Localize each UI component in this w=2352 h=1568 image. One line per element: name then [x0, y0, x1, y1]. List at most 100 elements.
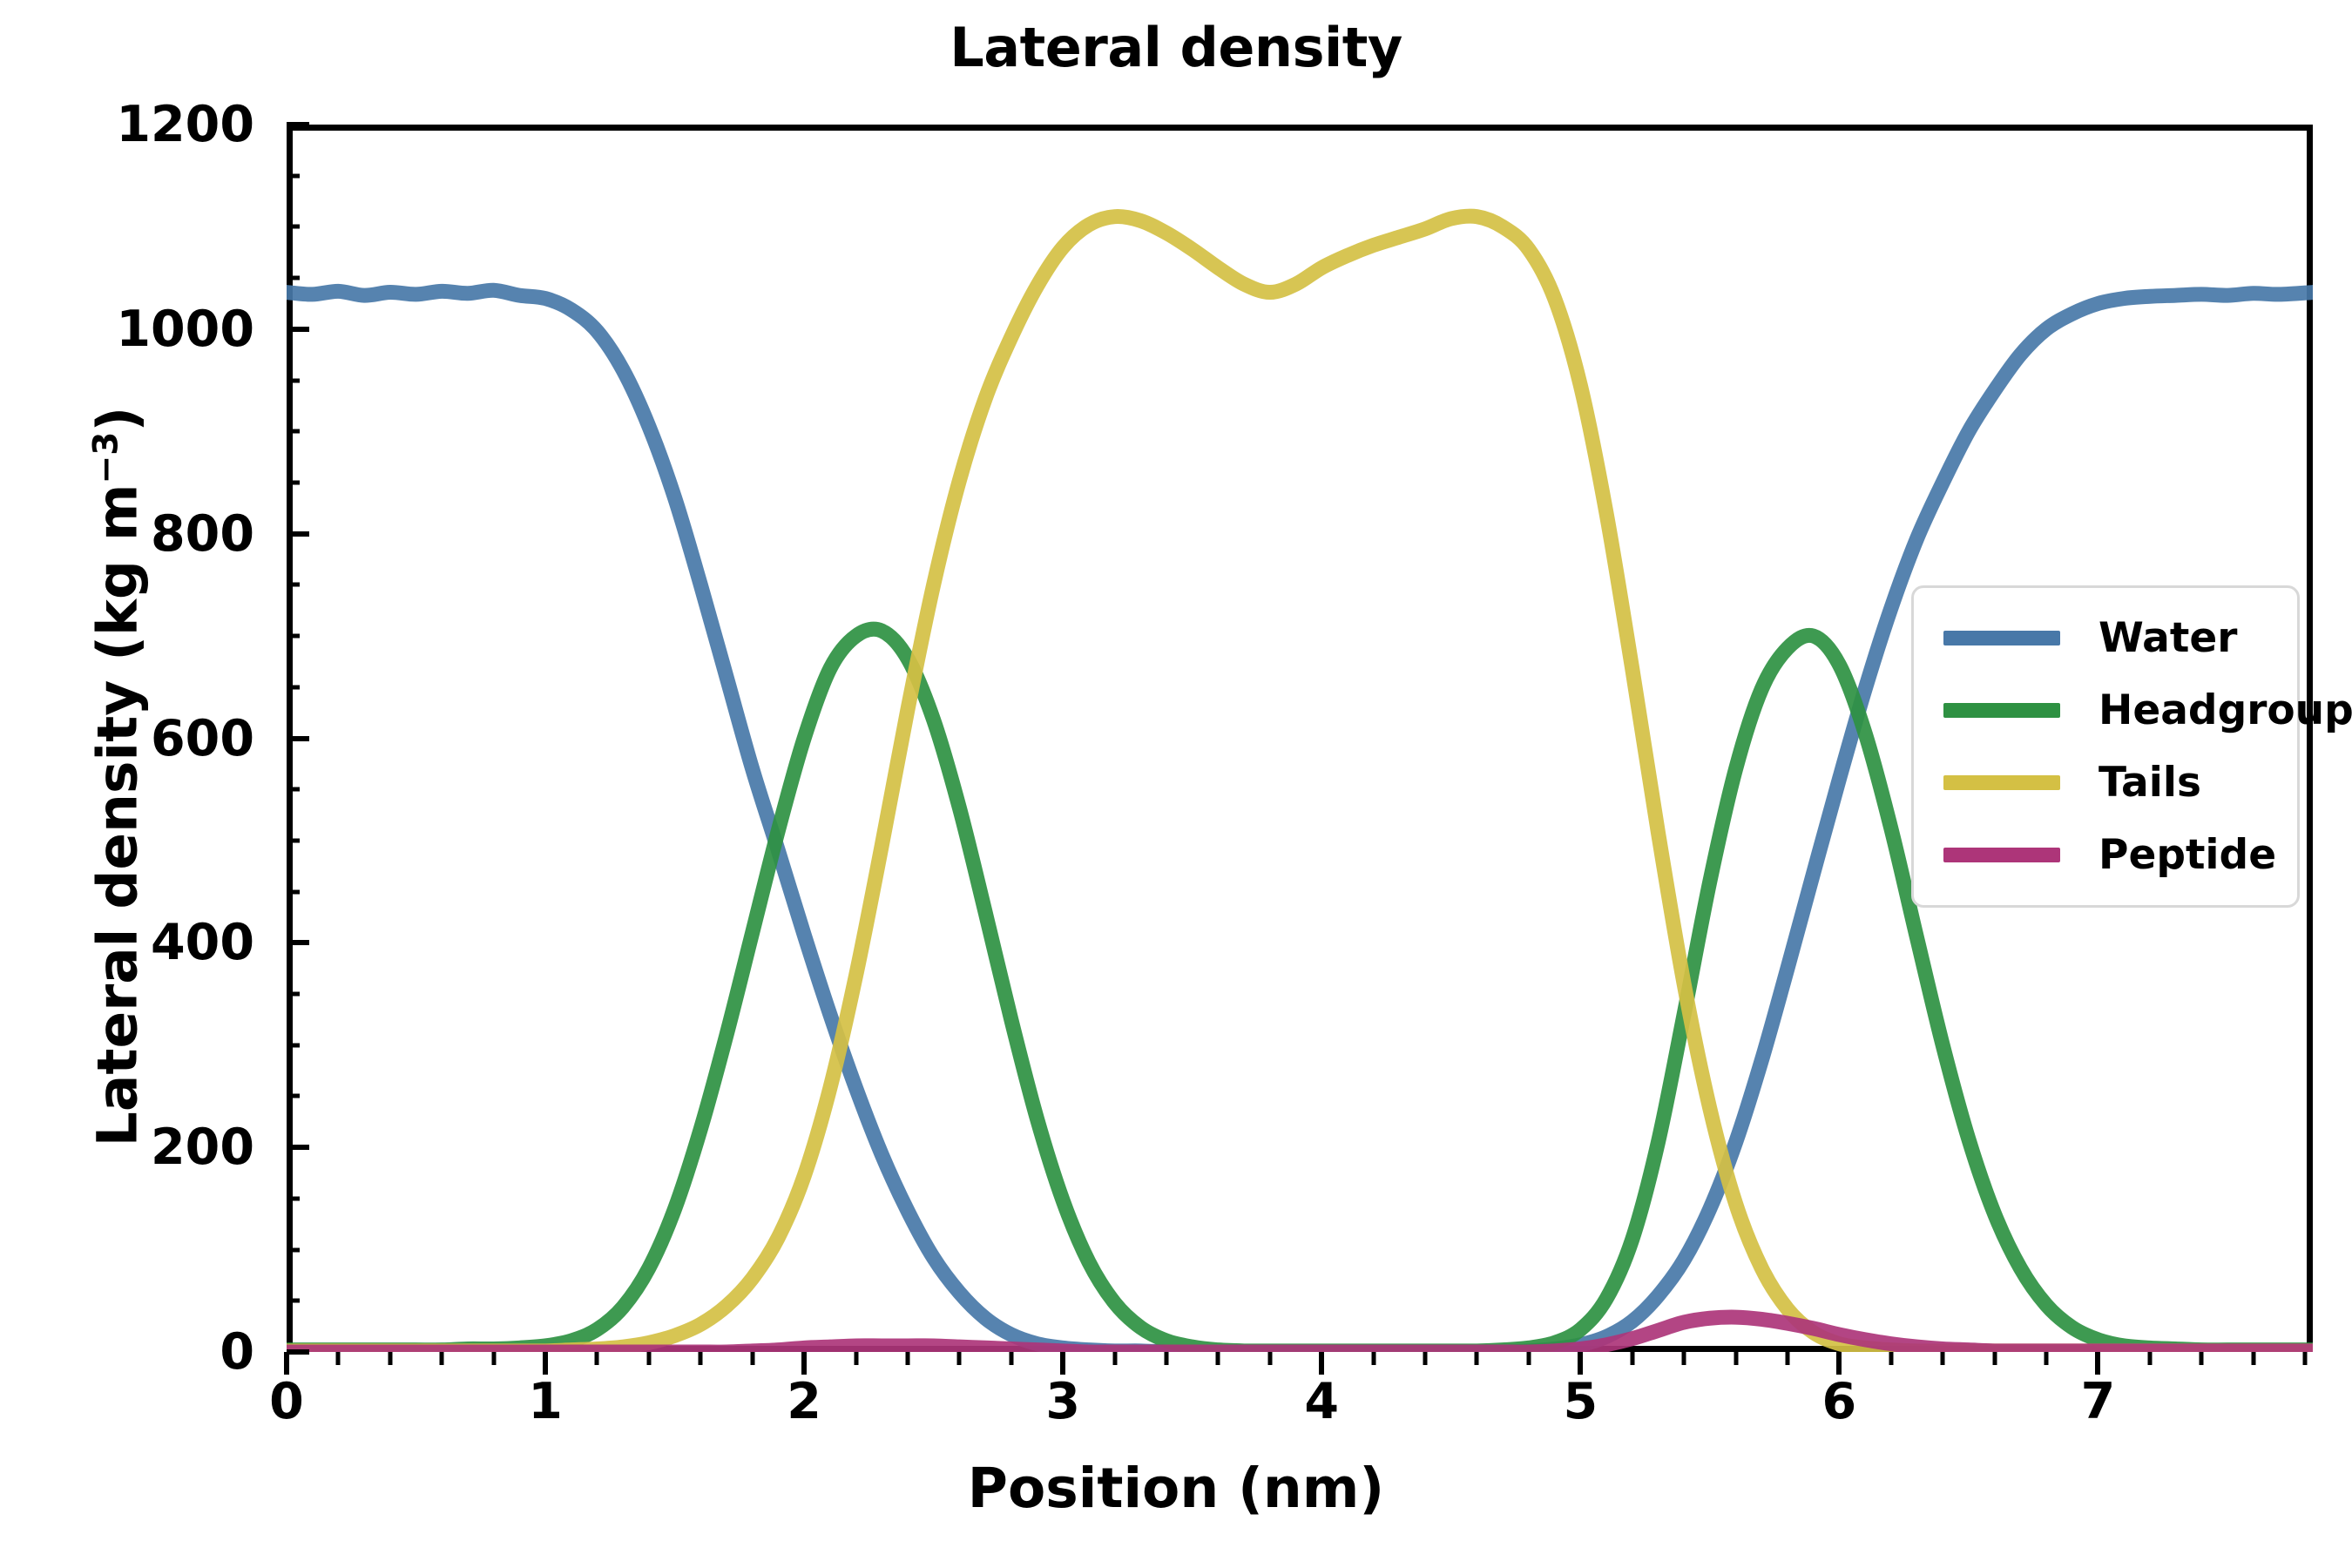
y-tick-major [287, 122, 309, 127]
x-tick-major [1319, 1352, 1325, 1375]
y-tick-minor [287, 991, 300, 997]
x-tick-label: 3 [1045, 1373, 1081, 1430]
legend-item-water[interactable]: Water [1914, 602, 2297, 674]
y-tick-minor [287, 582, 300, 587]
x-tick-minor [388, 1352, 393, 1365]
y-tick-major [287, 531, 309, 537]
x-tick-minor [1889, 1352, 1894, 1365]
y-axis-title-exponent: −3 [86, 431, 126, 484]
x-tick-minor [1215, 1352, 1220, 1365]
y-tick-minor [287, 1093, 300, 1098]
y-tick-minor [287, 429, 300, 434]
x-tick-minor [1785, 1352, 1790, 1365]
y-tick-minor [287, 889, 300, 895]
y-axis-title: Lateral density (kg m−3) [86, 167, 150, 1387]
y-tick-label: 1000 [116, 300, 254, 358]
y-tick-minor [287, 1043, 300, 1048]
y-tick-major [287, 1145, 309, 1151]
legend-label-peptide: Peptide [2099, 831, 2277, 879]
x-tick-minor [1526, 1352, 1531, 1365]
y-tick-major [287, 940, 309, 946]
x-tick-minor [854, 1352, 859, 1365]
legend-label-headgroups: Headgroups [2099, 686, 2352, 734]
x-tick-label: 4 [1304, 1373, 1340, 1430]
x-tick-minor [1992, 1352, 1997, 1365]
x-tick-minor [1009, 1352, 1014, 1365]
y-tick-label: 800 [151, 504, 254, 563]
x-tick-major [2095, 1352, 2101, 1375]
y-tick-minor [287, 378, 300, 383]
y-tick-minor [287, 838, 300, 843]
x-tick-minor [2302, 1352, 2308, 1365]
legend-swatch-peptide [1943, 848, 2060, 862]
y-tick-major [287, 1349, 309, 1355]
x-tick-major [1060, 1352, 1066, 1375]
y-tick-minor [287, 633, 300, 639]
x-tick-minor [1474, 1352, 1479, 1365]
x-tick-major [284, 1352, 289, 1375]
y-tick-minor [287, 224, 300, 229]
x-tick-minor [905, 1352, 910, 1365]
x-tick-minor [646, 1352, 652, 1365]
x-tick-minor [335, 1352, 341, 1365]
legend-item-peptide[interactable]: Peptide [1914, 819, 2297, 891]
x-tick-minor [750, 1352, 755, 1365]
x-tick-minor [1940, 1352, 1945, 1365]
x-tick-minor [1734, 1352, 1739, 1365]
y-tick-minor [287, 173, 300, 179]
x-axis-title: Position (nm) [967, 1456, 1385, 1520]
x-tick-minor [1112, 1352, 1118, 1365]
x-tick-minor [439, 1352, 444, 1365]
x-tick-major [543, 1352, 549, 1375]
x-tick-minor [491, 1352, 497, 1365]
x-tick-minor [698, 1352, 703, 1365]
legend-swatch-headgroups [1943, 703, 2060, 718]
x-tick-minor [1267, 1352, 1273, 1365]
x-tick-major [1578, 1352, 1584, 1375]
y-tick-label: 1200 [116, 96, 254, 153]
x-tick-label: 5 [1563, 1373, 1598, 1430]
y-tick-minor [287, 685, 300, 690]
y-axis-title-main: Lateral density (kg m [85, 483, 150, 1147]
plot-area [287, 208, 2313, 1352]
y-tick-minor [287, 1196, 300, 1201]
x-tick-minor [1681, 1352, 1686, 1365]
x-tick-minor [1164, 1352, 1169, 1365]
y-tick-minor [287, 1247, 300, 1253]
x-tick-minor [2147, 1352, 2153, 1365]
y-tick-label: 600 [151, 709, 254, 767]
x-tick-minor [1630, 1352, 1635, 1365]
y-tick-minor [287, 1298, 300, 1303]
y-tick-minor [287, 787, 300, 792]
series-line-peptide [287, 1309, 2313, 1352]
chart-title: Lateral density [950, 16, 1402, 79]
x-tick-major [1836, 1352, 1842, 1375]
y-tick-label: 400 [151, 914, 254, 972]
x-tick-major [801, 1352, 808, 1375]
legend-label-tails: Tails [2099, 759, 2201, 807]
x-tick-minor [1423, 1352, 1428, 1365]
x-tick-label: 0 [269, 1373, 304, 1430]
x-tick-minor [1371, 1352, 1376, 1365]
legend-swatch-water [1943, 631, 2060, 645]
y-tick-major [287, 326, 309, 332]
y-tick-label: 0 [220, 1323, 254, 1381]
legend-item-headgroups[interactable]: Headgroups [1914, 674, 2352, 747]
x-tick-minor [2251, 1352, 2256, 1365]
series-line-water [287, 282, 2313, 1352]
x-tick-label: 1 [528, 1373, 563, 1430]
x-tick-label: 6 [1821, 1373, 1857, 1430]
y-tick-major [287, 735, 309, 741]
y-axis-title-close: ) [85, 406, 150, 432]
y-tick-label: 200 [151, 1119, 254, 1177]
legend-swatch-tails [1943, 775, 2060, 790]
legend[interactable]: Water Headgroups Tails Peptide [1911, 585, 2352, 908]
x-tick-minor [956, 1352, 962, 1365]
legend-item-tails[interactable]: Tails [1914, 747, 2297, 819]
x-tick-label: 7 [2080, 1373, 2116, 1430]
legend-label-water: Water [2099, 614, 2238, 662]
x-tick-minor [2044, 1352, 2049, 1365]
x-tick-label: 2 [787, 1373, 821, 1430]
y-tick-minor [287, 480, 300, 485]
